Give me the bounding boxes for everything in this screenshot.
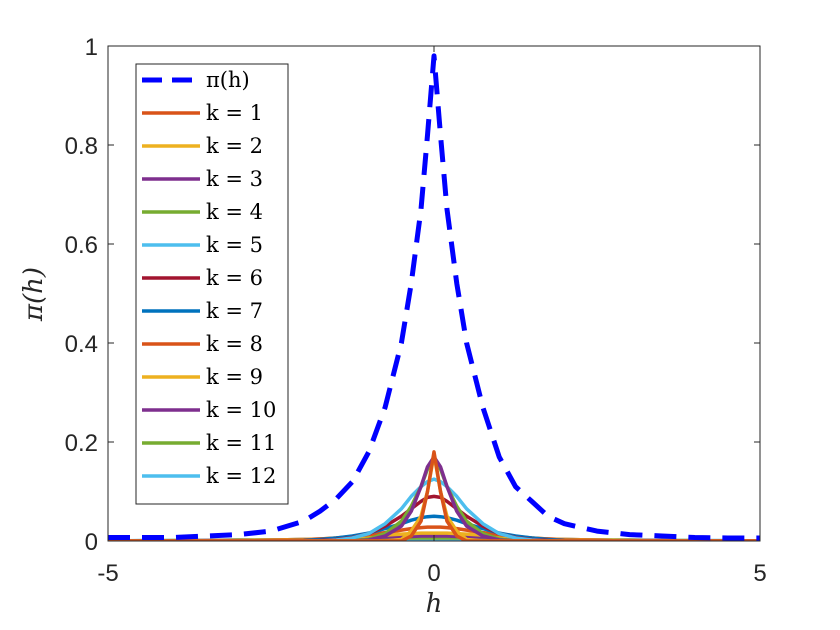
legend-label: k = 10 — [206, 398, 276, 422]
legend-label: k = 9 — [206, 365, 263, 389]
legend-label: k = 2 — [206, 134, 263, 158]
legend-label: k = 1 — [206, 101, 263, 125]
x-tick-label: 0 — [427, 560, 440, 587]
x-tick-label: -5 — [97, 560, 118, 587]
legend-label: k = 7 — [206, 299, 263, 323]
x-axis-label: h — [426, 589, 443, 619]
legend-label: k = 4 — [206, 200, 263, 224]
y-tick-label: 1 — [85, 34, 98, 61]
series-line-k-6 — [108, 494, 760, 541]
series-line-pi-h — [108, 53, 760, 541]
y-axis-label: π(h) — [19, 267, 49, 322]
series-line-k-1 — [108, 450, 760, 541]
legend-label: k = 12 — [206, 464, 276, 488]
y-tick-label: 0.8 — [65, 133, 98, 160]
axis-ticks: -5 0 5 0 0.2 0.4 0.6 0.8 1 — [65, 34, 767, 587]
legend-label: k = 3 — [206, 167, 263, 191]
y-tick-label: 0 — [85, 529, 98, 556]
y-tick-label: 0.6 — [65, 232, 98, 259]
legend-label: k = 6 — [206, 266, 263, 290]
y-tick-label: 0.4 — [65, 331, 98, 358]
series-line-k-5 — [108, 477, 760, 541]
legend-label: k = 5 — [206, 233, 263, 257]
x-tick-label: 5 — [753, 560, 766, 587]
legend: π(h) k = 1 k = 2 k = 3 k = 4 k = 5 k = 6 k = 7 k… — [135, 63, 289, 505]
legend-box — [135, 63, 289, 505]
legend-label: k = 8 — [206, 332, 263, 356]
legend-label: k = 11 — [206, 431, 276, 455]
y-tick-label: 0.2 — [65, 430, 98, 457]
legend-label: π(h) — [206, 68, 250, 92]
